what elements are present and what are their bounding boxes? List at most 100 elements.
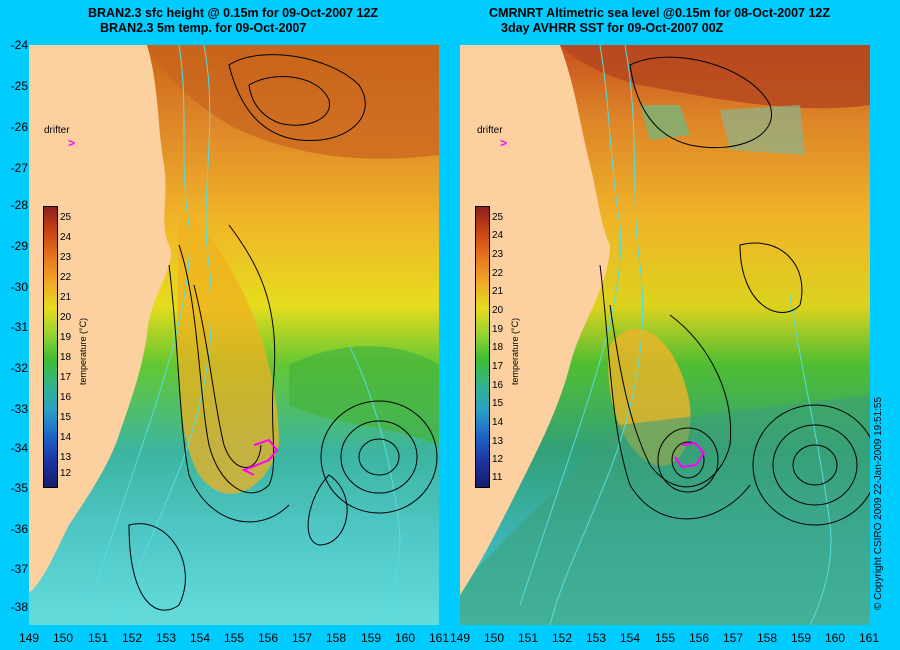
left-colorbar-ticks: 25 24 23 22 21 20 19 18 17 16 15 14 13 1… <box>60 206 80 486</box>
y-tick-label: -37 <box>10 562 28 576</box>
colorbar-tick: 20 <box>492 305 504 316</box>
colorbar-tick: 22 <box>60 272 72 283</box>
colorbar-tick: 19 <box>492 324 504 335</box>
left-map-panel <box>29 45 439 625</box>
y-tick-label: -28 <box>10 198 28 212</box>
colorbar-tick: 16 <box>492 380 504 391</box>
x-tick-label: 161 <box>858 631 880 645</box>
x-tick-label: 161 <box>428 631 450 645</box>
y-tick-label: -29 <box>10 239 28 253</box>
x-tick-label: 152 <box>551 631 573 645</box>
colorbar-tick: 12 <box>492 454 504 465</box>
colorbar-tick: 25 <box>492 212 504 223</box>
drifter-label-left: drifter <box>44 125 70 136</box>
right-map-panel <box>460 45 870 625</box>
drifter-track <box>241 438 279 476</box>
colorbar-tick: 22 <box>492 268 504 279</box>
x-tick-label: 159 <box>790 631 812 645</box>
y-tick-label: -27 <box>10 161 28 175</box>
x-tick-label: 151 <box>517 631 539 645</box>
x-tick-label: 156 <box>257 631 279 645</box>
y-tick-label: -32 <box>10 361 28 375</box>
x-tick-label: 153 <box>155 631 177 645</box>
left-panel-title: BRAN2.3 sfc height @ 0.15m for 09-Oct-20… <box>88 6 378 36</box>
colorbar-tick: 14 <box>60 432 72 443</box>
drifter-marker-right: > <box>500 136 508 150</box>
y-tick-label: -26 <box>10 120 28 134</box>
y-tick-label: -35 <box>10 481 28 495</box>
x-tick-label: 159 <box>360 631 382 645</box>
y-tick-label: -25 <box>10 79 28 93</box>
right-colorbar-title: temperature (°C) <box>510 317 520 385</box>
colorbar-tick: 17 <box>60 372 72 383</box>
x-tick-label: 160 <box>394 631 416 645</box>
drifter-track <box>674 441 706 469</box>
warm-tongue <box>177 205 279 494</box>
x-tick-label: 155 <box>654 631 676 645</box>
colorbar-tick: 23 <box>60 252 72 263</box>
x-tick-label: 150 <box>483 631 505 645</box>
x-tick-label: 154 <box>189 631 211 645</box>
warm-north <box>149 45 439 159</box>
x-tick-label: 156 <box>688 631 710 645</box>
colorbar-tick: 20 <box>60 312 72 323</box>
colorbar-tick: 18 <box>492 342 504 353</box>
bathymetry-contours <box>88 45 401 625</box>
x-tick-label: 157 <box>722 631 744 645</box>
right-colorbar-ticks: 25 24 23 22 21 20 19 18 17 16 15 14 13 1… <box>492 206 512 486</box>
colorbar-tick: 18 <box>60 352 72 363</box>
colorbar-tick: 12 <box>60 468 72 479</box>
right-panel-title: CMRNRT Altimetric sea level @0.15m for 0… <box>489 6 830 36</box>
right-colorbar <box>475 206 490 488</box>
coastline-land <box>29 45 172 593</box>
warm-north <box>560 45 870 109</box>
copyright-text: © Copyright CSIRO 2009 22-Jan-2009 19:51… <box>873 396 884 610</box>
y-tick-label: -24 <box>10 38 28 52</box>
right-map-svg <box>460 45 870 625</box>
y-tick-label: -33 <box>10 402 28 416</box>
colorbar-tick: 19 <box>60 332 72 343</box>
colorbar-tick: 15 <box>60 412 72 423</box>
x-tick-label: 151 <box>87 631 109 645</box>
colorbar-tick: 16 <box>60 392 72 403</box>
y-tick-label: -31 <box>10 320 28 334</box>
colorbar-tick: 23 <box>492 249 504 260</box>
colorbar-tick: 17 <box>492 361 504 372</box>
left-title-line2: BRAN2.3 5m temp. for 09-Oct-2007 <box>100 21 307 35</box>
cloud-patch-2 <box>720 105 805 155</box>
green-patch <box>289 346 439 445</box>
colorbar-tick: 14 <box>492 417 504 428</box>
ssh-contours <box>128 54 438 611</box>
right-title-line2: 3day AVHRR SST for 09-Oct-2007 00Z <box>501 21 724 35</box>
colorbar-tick: 13 <box>60 452 72 463</box>
left-colorbar <box>43 206 58 488</box>
y-tick-label: -30 <box>10 280 28 294</box>
x-tick-label: 158 <box>325 631 347 645</box>
x-tick-label: 153 <box>585 631 607 645</box>
x-tick-label: 150 <box>52 631 74 645</box>
colorbar-tick: 24 <box>60 232 72 243</box>
left-map-svg <box>29 45 439 625</box>
y-tick-label: -38 <box>10 600 28 614</box>
x-tick-label: 158 <box>756 631 778 645</box>
drifter-marker-left: > <box>68 136 76 150</box>
colorbar-tick: 24 <box>492 230 504 241</box>
right-title-line1: CMRNRT Altimetric sea level @0.15m for 0… <box>489 6 831 20</box>
y-tick-label: -34 <box>10 441 28 455</box>
colorbar-tick: 11 <box>492 472 503 483</box>
x-tick-label: 157 <box>291 631 313 645</box>
x-tick-label: 152 <box>121 631 143 645</box>
x-tick-label: 149 <box>449 631 471 645</box>
bathymetry-contours <box>519 45 832 625</box>
cloud-patch-1 <box>640 105 690 140</box>
x-tick-label: 149 <box>18 631 40 645</box>
x-tick-label: 160 <box>824 631 846 645</box>
ssh-contours <box>599 56 870 526</box>
left-colorbar-title: temperature (°C) <box>78 317 88 385</box>
coastline-land <box>460 45 610 595</box>
y-tick-label: -36 <box>10 522 28 536</box>
cool-south <box>460 395 870 625</box>
colorbar-tick: 13 <box>492 436 504 447</box>
x-tick-label: 154 <box>619 631 641 645</box>
colorbar-tick: 15 <box>492 398 504 409</box>
